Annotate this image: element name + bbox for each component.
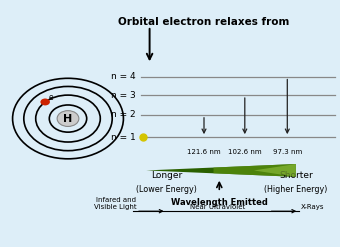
Text: (Lower Energy): (Lower Energy) bbox=[136, 185, 197, 194]
Text: n = 1: n = 1 bbox=[111, 133, 136, 142]
Text: e-: e- bbox=[48, 93, 56, 102]
Text: Wavelength Emitted: Wavelength Emitted bbox=[171, 198, 268, 206]
Text: Infared and
Visible Light: Infared and Visible Light bbox=[94, 197, 137, 210]
Polygon shape bbox=[254, 164, 296, 177]
Polygon shape bbox=[146, 164, 296, 177]
Text: 102.6 nm: 102.6 nm bbox=[228, 149, 261, 155]
Text: 97.3 nm: 97.3 nm bbox=[273, 149, 302, 155]
Circle shape bbox=[57, 111, 79, 126]
Text: H: H bbox=[63, 114, 73, 124]
Text: 121.6 nm: 121.6 nm bbox=[187, 149, 221, 155]
Text: n = 3: n = 3 bbox=[111, 91, 136, 100]
Polygon shape bbox=[214, 164, 296, 177]
Text: Orbital electron relaxes from: Orbital electron relaxes from bbox=[118, 17, 290, 27]
Text: Longer: Longer bbox=[151, 171, 182, 180]
Text: n = 2: n = 2 bbox=[112, 110, 136, 119]
Circle shape bbox=[40, 99, 50, 105]
Text: Shorter: Shorter bbox=[279, 171, 313, 180]
Text: X-Rays: X-Rays bbox=[301, 204, 324, 210]
Text: n = 4: n = 4 bbox=[112, 72, 136, 81]
Text: Near Ultraviolet: Near Ultraviolet bbox=[190, 204, 245, 210]
Text: (Higher Energy): (Higher Energy) bbox=[264, 185, 327, 194]
